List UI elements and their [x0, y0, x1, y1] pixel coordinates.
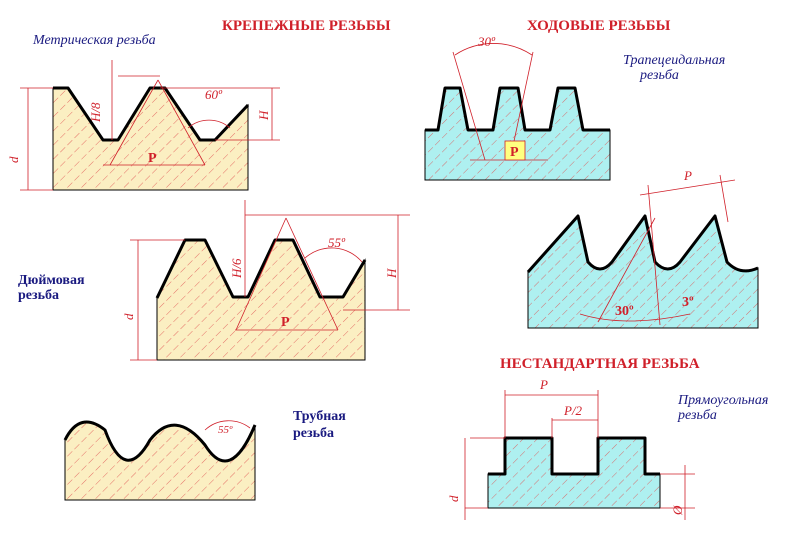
trapezoidal-thread: 30º P Трапецеидальная резьба [424, 34, 725, 181]
dimension: P [539, 377, 548, 392]
metric-thread: Метрическая резьба d H/8 H P 60º [6, 33, 280, 191]
pipe-thread: 55º Трубная резьба [63, 409, 346, 501]
dimension: H [256, 110, 271, 121]
dimension: P [148, 151, 157, 166]
dimension: H [384, 268, 399, 279]
thread-name: Прямоугольная [677, 393, 768, 408]
rectangular-thread: P P/2 d Ø Прямоугольная резьба [446, 377, 768, 520]
header: ХОДОВЫЕ РЕЗЬБЫ [527, 18, 671, 34]
dimension: 55º [328, 235, 346, 250]
thread-name: Трапецеидальная [623, 53, 725, 68]
thread-name: резьба [677, 408, 717, 423]
buttress-thread: P 30º 3º [526, 168, 759, 329]
thread-name: резьба [639, 68, 679, 83]
dimension: 55º [218, 424, 233, 436]
dimension: 30º [615, 304, 634, 319]
dimension: 30º [477, 34, 496, 49]
dimension: P/2 [563, 403, 583, 418]
dimension: P [510, 145, 519, 160]
header: НЕСТАНДАРТНАЯ РЕЗЬБА [500, 356, 700, 372]
dimension: H/6 [229, 258, 244, 279]
dimension: d [6, 156, 21, 163]
thread-name: Дюймовая [18, 273, 85, 288]
dimension: P [281, 315, 290, 330]
inch-thread: Дюймовая резьба d H/6 H P 55º [18, 200, 410, 361]
thread-name: Метрическая резьба [32, 33, 156, 48]
thread-name: резьба [293, 426, 334, 441]
thread-name: Трубная [293, 409, 346, 424]
dimension: d [121, 313, 136, 320]
dimension: H/8 [88, 102, 103, 123]
dimension: 3º [682, 295, 694, 310]
dimension: P [683, 168, 692, 183]
thread-name: резьба [18, 288, 59, 303]
dimension: d [446, 495, 461, 502]
header: КРЕПЕЖНЫЕ РЕЗЬБЫ [222, 18, 391, 34]
dimension: 60º [205, 87, 223, 102]
dimension: Ø [670, 505, 685, 516]
